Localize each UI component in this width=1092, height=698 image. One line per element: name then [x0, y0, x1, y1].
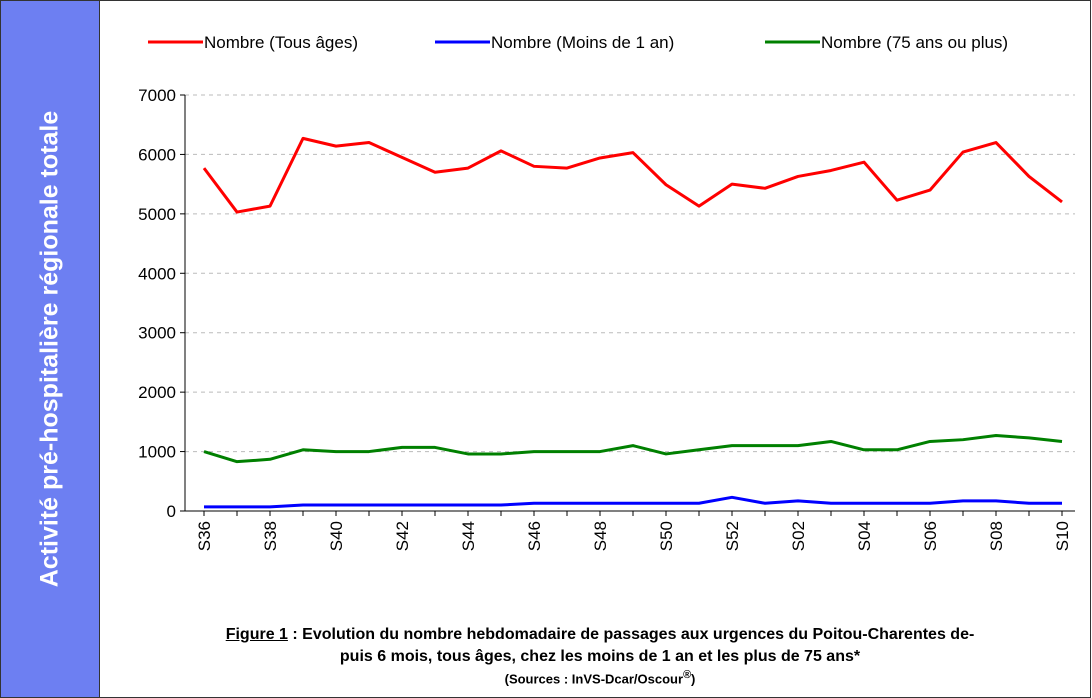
- y-tick-label: 4000: [138, 264, 176, 283]
- x-tick-label: S10: [1053, 521, 1072, 551]
- y-tick-label: 5000: [138, 205, 176, 224]
- legend-label: Nombre (Tous âges): [204, 33, 358, 52]
- caption-text: : Evolution du nombre hebdomadaire de pa…: [292, 626, 975, 643]
- x-tick-label: S40: [327, 521, 346, 551]
- source-end: ): [691, 671, 696, 687]
- source-mark: ®: [683, 669, 692, 681]
- x-tick-label: S42: [393, 521, 412, 551]
- y-tick-label: 3000: [138, 324, 176, 343]
- caption-line: Figure 1 : Evolution du nombre hebdomada…: [110, 624, 1090, 646]
- y-tick-label: 2000: [138, 383, 176, 402]
- sidebar: Activité pré-hospitalière régionale tota…: [0, 0, 100, 698]
- x-tick-label: S36: [195, 521, 214, 551]
- x-tick-label: S44: [459, 521, 478, 551]
- legend-label: Nombre (Moins de 1 an): [491, 33, 674, 52]
- figure-label: Figure 1: [225, 626, 288, 643]
- x-tick-label: S38: [261, 521, 280, 551]
- x-tick-label: S46: [525, 521, 544, 551]
- x-tick-label: S02: [789, 521, 808, 551]
- caption-line: puis 6 mois, tous âges, chez les moins d…: [339, 648, 861, 665]
- source: (Sources : InVS-Dcar/Oscour: [504, 671, 684, 687]
- y-tick-label: 1000: [138, 443, 176, 462]
- x-tick-label: S08: [987, 521, 1006, 551]
- y-tick-label: 6000: [138, 145, 176, 164]
- y-tick-label: 0: [167, 502, 176, 521]
- x-tick-label: S50: [657, 521, 676, 551]
- caption: Figure 1 : Evolution du nombre hebdomada…: [110, 624, 1090, 686]
- x-tick-label: S48: [591, 521, 610, 551]
- series-line: [202, 136, 1063, 214]
- x-tick-label: S06: [921, 521, 940, 551]
- series-line: [204, 495, 1062, 509]
- legend-label: Nombre (75 ans ou plus): [821, 33, 1008, 52]
- y-tick-label: 7000: [138, 86, 176, 105]
- x-tick-label: S04: [855, 521, 874, 551]
- x-tick-label: S52: [723, 521, 742, 551]
- series-line: [203, 434, 1063, 464]
- caption-source: (Sources : InVS-Dcar/Oscour®): [110, 668, 1090, 686]
